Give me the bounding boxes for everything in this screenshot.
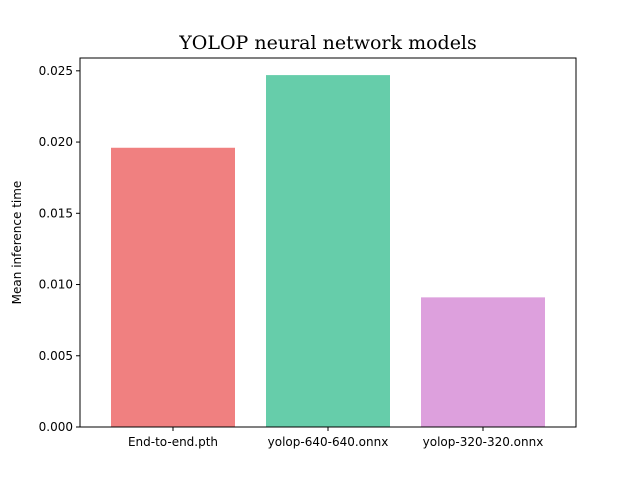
y-tick-label: 0.010 xyxy=(39,278,73,292)
x-tick-label: yolop-640-640.onnx xyxy=(268,435,389,449)
bar-1 xyxy=(266,75,390,427)
bar-2 xyxy=(421,297,545,427)
x-tick-label: yolop-320-320.onnx xyxy=(423,435,544,449)
bar-0 xyxy=(111,147,235,427)
y-tick-label: 0.000 xyxy=(39,420,73,434)
y-tick-label: 0.025 xyxy=(39,64,73,78)
x-tick-label: End-to-end.pth xyxy=(128,435,218,449)
y-tick-label: 0.005 xyxy=(39,349,73,363)
y-tick-label: 0.015 xyxy=(39,206,73,220)
x-axis-ticks: End-to-end.pth yolop-640-640.onnx yolop-32… xyxy=(128,427,543,449)
chart-title: YOLOP neural network models xyxy=(178,32,477,54)
y-axis-ticks: 0.000 0.005 0.010 0.015 0.020 0.025 xyxy=(39,64,80,434)
bars-group xyxy=(111,75,545,427)
y-tick-label: 0.020 xyxy=(39,135,73,149)
y-axis-label: Mean inference time xyxy=(10,181,24,305)
